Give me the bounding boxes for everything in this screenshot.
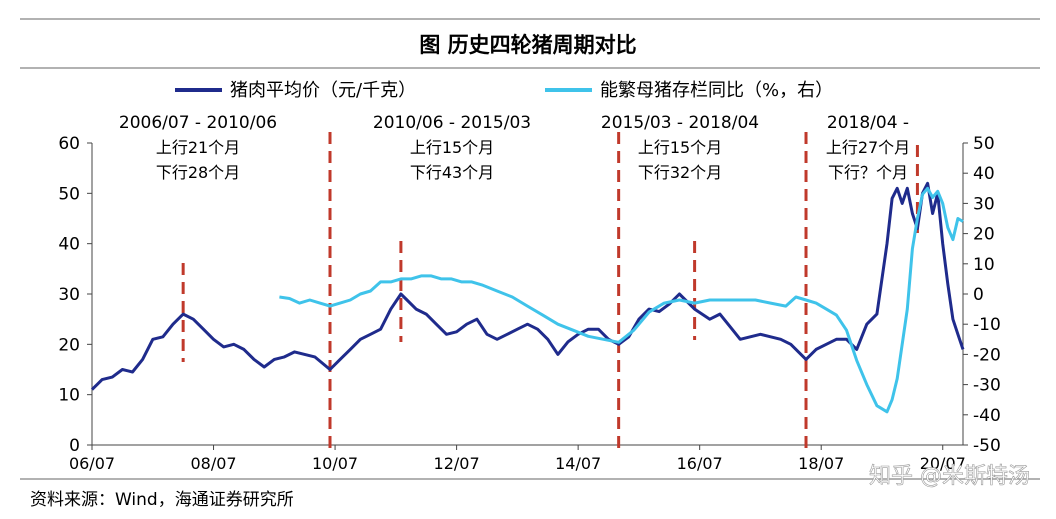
y-right-tick-label: -30 — [973, 376, 1001, 396]
y-right-tick-label: -50 — [973, 436, 1001, 456]
period-1-down: 下行28个月 — [156, 163, 240, 182]
legend-label-sow-yoy: 能繁母猪存栏同比（%，右） — [600, 80, 833, 101]
y-right-tick-label: -20 — [973, 345, 1001, 365]
y-right-tick-label: 0 — [973, 285, 984, 305]
period-4-up: 上行27个月 — [826, 138, 910, 157]
period-1-up: 上行21个月 — [156, 138, 240, 157]
y-right-tick-label: -10 — [973, 315, 1001, 335]
period-4-label: 2018/04 - — [827, 113, 909, 133]
y-left-tick-label: 50 — [58, 184, 80, 204]
period-3-up: 上行15个月 — [638, 138, 722, 157]
x-tick-label: 10/07 — [312, 454, 358, 473]
watermark: 知乎 @米斯特汤 — [869, 464, 1030, 489]
period-annotations: 2006/07 - 2010/06 上行21个月 下行28个月 2010/06 … — [119, 113, 910, 182]
y-right-tick-label: 20 — [973, 225, 995, 245]
chart-title: 图 历史四轮猪周期对比 — [419, 33, 636, 57]
y-left-tick-label: 20 — [58, 335, 80, 355]
y-right-tick-label: 50 — [973, 134, 995, 154]
y-right-tick-label: 10 — [973, 255, 995, 275]
x-tick-label: 20/07 — [920, 454, 966, 473]
period-2-up: 上行15个月 — [410, 138, 494, 157]
series-lines — [90, 181, 965, 414]
y-left-tick-label: 60 — [58, 134, 80, 154]
legend-label-pork-price: 猪肉平均价（元/千克） — [230, 80, 416, 101]
series-line-sow-yoy — [279, 186, 964, 414]
y-left-tick-label: 30 — [58, 285, 80, 305]
y-left-tick-label: 40 — [58, 235, 80, 255]
x-tick-label: 12/07 — [434, 454, 480, 473]
period-3-label: 2015/03 - 2018/04 — [601, 113, 759, 133]
period-4-down: 下行？个月 — [828, 163, 908, 182]
x-tick-label: 14/07 — [555, 454, 601, 473]
source-note: 资料来源：Wind，海通证券研究所 — [30, 490, 294, 510]
period-2-label: 2010/06 - 2015/03 — [373, 113, 531, 133]
legend: 猪肉平均价（元/千克） 能繁母猪存栏同比（%，右） — [175, 80, 833, 101]
series-line-pork-price — [90, 181, 965, 391]
x-tick-label: 18/07 — [798, 454, 844, 473]
y-left-tick-label: 0 — [69, 436, 80, 456]
x-tick-label: 06/07 — [69, 454, 115, 473]
x-tick-label: 16/07 — [677, 454, 723, 473]
y-right-tick-label: -40 — [973, 406, 1001, 426]
y-left-tick-label: 10 — [58, 386, 80, 406]
cycle-markers — [181, 132, 919, 455]
period-2-down: 下行43个月 — [410, 163, 494, 182]
period-3-down: 下行32个月 — [638, 163, 722, 182]
x-tick-label: 08/07 — [190, 454, 236, 473]
period-1-label: 2006/07 - 2010/06 — [119, 113, 277, 133]
y-right-tick-label: 40 — [973, 164, 995, 184]
axes: 0 10 20 30 40 50 60 -50 -40 -30 -20 -10 0 10 20 30 40 50 0… — [58, 134, 1000, 473]
y-right-tick-label: 30 — [973, 194, 995, 214]
